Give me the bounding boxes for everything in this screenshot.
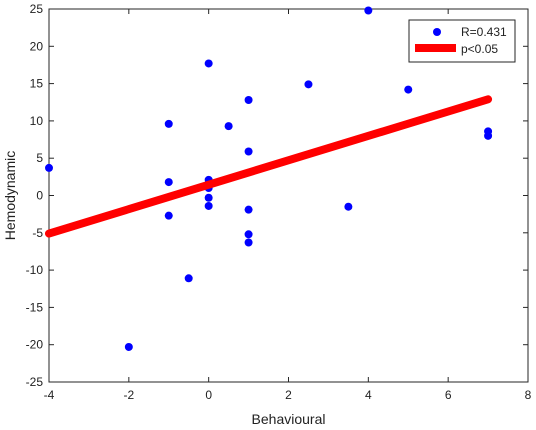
x-tick-label: 6 — [445, 388, 452, 402]
y-tick-label: -5 — [32, 226, 43, 240]
y-tick-label: 25 — [30, 2, 44, 16]
x-tick-label: 4 — [365, 388, 372, 402]
data-point — [244, 230, 253, 239]
data-point — [484, 131, 493, 140]
data-point — [404, 85, 413, 94]
y-tick-label: 10 — [30, 114, 44, 128]
data-point — [164, 211, 173, 220]
data-point — [244, 238, 253, 247]
x-tick-label: 2 — [285, 388, 292, 402]
y-axis-ticks: -25 -20 -15 -10 -5 0 5 10 15 20 25 — [26, 2, 528, 389]
x-axis-title: Behavioural — [252, 411, 326, 427]
y-tick-label: 15 — [30, 77, 44, 91]
data-point — [224, 122, 233, 131]
data-point — [304, 80, 313, 89]
plot-area — [48, 8, 529, 383]
legend-label-line: p<0.05 — [461, 42, 498, 56]
y-axis-title: Hemodynamic — [2, 151, 18, 240]
y-tick-label: -25 — [26, 375, 44, 389]
data-point — [364, 6, 373, 15]
series-layer — [45, 6, 493, 351]
data-point — [244, 147, 253, 156]
data-point — [344, 202, 353, 211]
x-tick-label: 0 — [205, 388, 212, 402]
data-point — [244, 96, 253, 105]
x-tick-label: -4 — [44, 388, 55, 402]
legend-label-scatter: R=0.431 — [461, 25, 507, 39]
legend-box — [408, 19, 516, 63]
y-tick-label: -15 — [26, 300, 44, 314]
y-tick-label: -20 — [26, 338, 44, 352]
y-tick-label: -10 — [26, 263, 44, 277]
data-point — [164, 119, 173, 128]
data-point — [244, 205, 253, 214]
x-tick-label: -2 — [123, 388, 134, 402]
data-point — [164, 178, 173, 187]
y-tick-label: 20 — [30, 39, 44, 53]
data-point — [204, 193, 213, 202]
data-point — [124, 342, 133, 351]
data-point — [184, 274, 193, 283]
legend: R=0.431 p<0.05 — [408, 19, 516, 63]
data-point — [45, 163, 53, 172]
y-tick-label: 5 — [36, 151, 43, 165]
y-tick-label: 0 — [36, 189, 43, 203]
data-point — [204, 201, 213, 210]
regression-line — [45, 95, 493, 238]
data-point — [204, 59, 213, 68]
legend-marker-scatter — [433, 28, 441, 36]
x-tick-label: 8 — [525, 388, 532, 402]
